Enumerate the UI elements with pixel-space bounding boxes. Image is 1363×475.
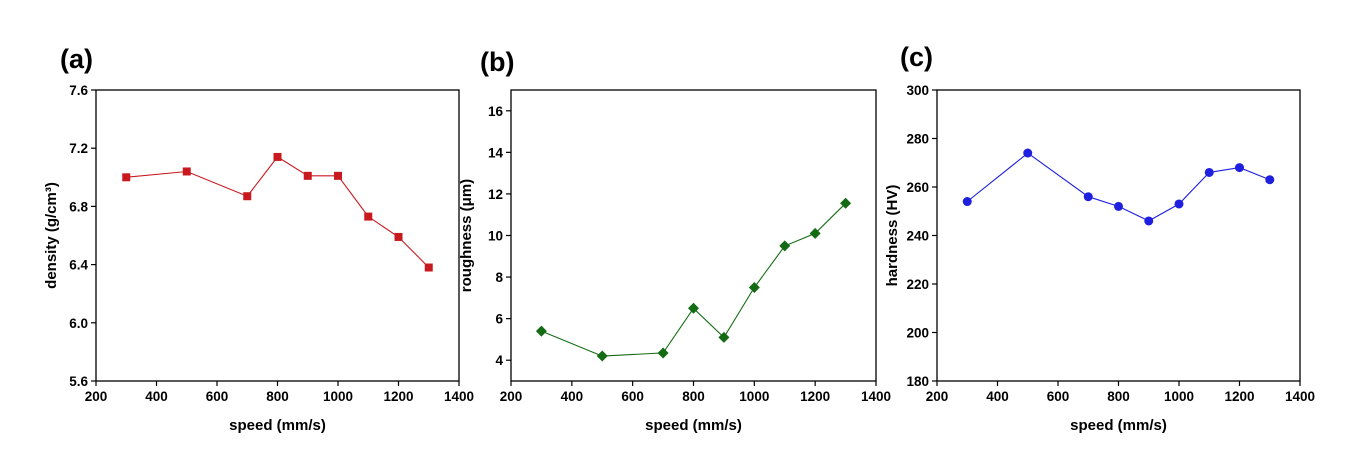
x-tick-label: 400 bbox=[145, 389, 168, 404]
y-tick-label: 6.0 bbox=[69, 316, 88, 331]
y-tick-label: 16 bbox=[488, 104, 504, 119]
data-point bbox=[1023, 148, 1033, 158]
x-tick-label: 600 bbox=[621, 389, 644, 404]
y-tick-label: 6.4 bbox=[69, 258, 88, 273]
y-tick-label: 5.6 bbox=[69, 374, 88, 389]
x-axis-title: speed (mm/s) bbox=[645, 417, 742, 434]
x-axis-title: speed (mm/s) bbox=[1070, 417, 1167, 434]
data-point bbox=[122, 173, 131, 182]
x-tick-label: 800 bbox=[266, 389, 289, 404]
y-axis-title: roughness (μm) bbox=[458, 179, 475, 292]
y-tick-label: 280 bbox=[906, 132, 929, 147]
y-tick-label: 300 bbox=[906, 83, 929, 98]
panel-label: (a) bbox=[60, 44, 93, 74]
x-tick-label: 600 bbox=[1047, 389, 1070, 404]
y-tick-label: 260 bbox=[906, 180, 929, 195]
y-tick-label: 7.2 bbox=[69, 141, 88, 156]
x-tick-label: 1400 bbox=[444, 389, 474, 404]
y-axis-title: hardness (HV) bbox=[884, 185, 901, 287]
x-tick-label: 1200 bbox=[800, 389, 830, 404]
plot-frame bbox=[95, 89, 460, 382]
y-tick-label: 220 bbox=[906, 277, 929, 292]
y-tick-label: 6.8 bbox=[69, 199, 88, 214]
data-point bbox=[1204, 167, 1214, 177]
data-point bbox=[394, 232, 403, 241]
plot-frame bbox=[936, 89, 1301, 382]
data-point bbox=[1174, 199, 1184, 209]
x-axis-title: speed (mm/s) bbox=[229, 417, 326, 434]
data-point bbox=[303, 171, 312, 180]
data-point bbox=[424, 263, 433, 272]
data-point bbox=[535, 325, 547, 337]
data-point bbox=[596, 350, 608, 362]
panel-label: (b) bbox=[480, 47, 514, 77]
x-tick-label: 1200 bbox=[1224, 389, 1254, 404]
x-tick-label: 400 bbox=[561, 389, 584, 404]
x-tick-label: 1000 bbox=[1164, 389, 1194, 404]
y-tick-label: 10 bbox=[488, 229, 503, 244]
data-point bbox=[657, 347, 669, 359]
data-point bbox=[334, 171, 342, 180]
data-point bbox=[779, 240, 791, 252]
y-tick-label: 240 bbox=[906, 229, 929, 244]
data-point bbox=[1265, 175, 1275, 185]
series-line bbox=[126, 156, 430, 268]
x-tick-label: 200 bbox=[500, 389, 523, 404]
x-tick-label: 1400 bbox=[1285, 389, 1315, 404]
data-point bbox=[1114, 201, 1123, 211]
data-point bbox=[748, 281, 760, 293]
y-tick-label: 12 bbox=[488, 187, 503, 202]
y-tick-label: 200 bbox=[906, 326, 929, 341]
data-point bbox=[243, 192, 252, 201]
x-tick-label: 800 bbox=[682, 389, 705, 404]
x-tick-label: 1400 bbox=[861, 389, 891, 404]
y-tick-label: 180 bbox=[906, 374, 929, 389]
y-tick-label: 7.6 bbox=[69, 83, 88, 98]
y-tick-label: 6 bbox=[495, 312, 503, 327]
data-point bbox=[840, 197, 852, 209]
data-point bbox=[962, 197, 972, 207]
data-point bbox=[809, 227, 821, 239]
y-tick-label: 8 bbox=[495, 270, 503, 285]
y-tick-label: 14 bbox=[488, 145, 504, 160]
y-tick-label: 4 bbox=[495, 353, 503, 368]
data-point bbox=[273, 152, 282, 161]
x-tick-label: 200 bbox=[85, 389, 108, 404]
series-line bbox=[541, 202, 846, 357]
x-tick-label: 800 bbox=[1107, 389, 1130, 404]
x-tick-label: 1200 bbox=[383, 389, 413, 404]
data-point bbox=[1083, 192, 1093, 202]
data-point bbox=[688, 302, 699, 314]
panel-label: (c) bbox=[900, 42, 933, 72]
chart-panel-a: (a) 200 400 600 800 1000 1200 1400 5.6 6.0 6.4 6.8 7… bbox=[43, 44, 474, 434]
chart-panel-c: (c)200 400 600 800 1000 1200 14001802002202402… bbox=[884, 42, 1315, 434]
x-tick-label: 1000 bbox=[323, 389, 353, 404]
x-tick-label: 600 bbox=[206, 389, 229, 404]
data-point bbox=[182, 167, 191, 176]
data-point bbox=[1144, 216, 1154, 226]
plot-frame bbox=[510, 89, 877, 382]
data-point bbox=[1235, 163, 1244, 173]
data-point bbox=[364, 212, 373, 221]
chart-panel-b: (b) 200 400 600 800 1000 1200 1400 4 6 8 10 12 14 16 sp… bbox=[458, 47, 891, 434]
x-tick-label: 400 bbox=[986, 389, 1009, 404]
x-tick-label: 200 bbox=[926, 389, 949, 404]
data-point bbox=[718, 331, 730, 343]
y-axis-title: density (g/cm³) bbox=[43, 182, 60, 289]
x-tick-label: 1000 bbox=[739, 389, 769, 404]
